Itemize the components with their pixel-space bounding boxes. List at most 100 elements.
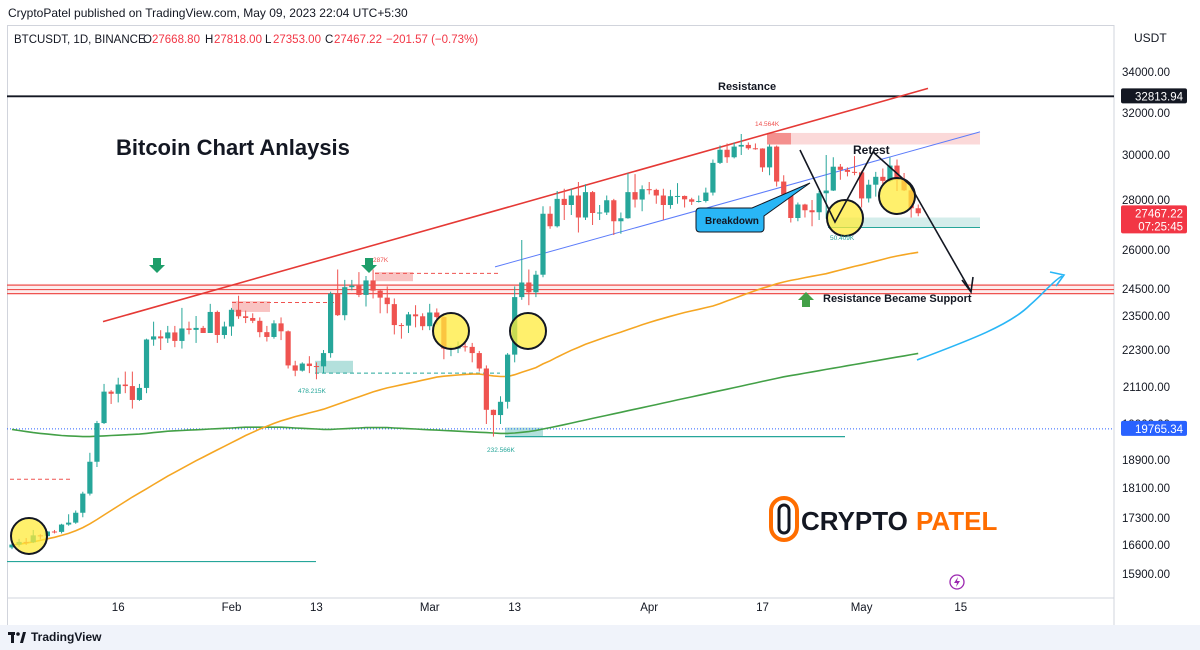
candle[interactable] — [816, 191, 822, 220]
candle[interactable] — [469, 342, 475, 363]
candle[interactable] — [264, 325, 270, 342]
candle[interactable] — [143, 338, 150, 394]
candle[interactable] — [398, 323, 404, 339]
candle[interactable] — [235, 295, 242, 319]
candle[interactable] — [604, 195, 610, 216]
candle[interactable] — [94, 420, 100, 467]
candle[interactable] — [639, 185, 645, 212]
candle[interactable] — [526, 269, 532, 306]
tradingview-brand[interactable]: TradingView — [8, 625, 101, 650]
candle[interactable] — [646, 182, 652, 195]
candle[interactable] — [809, 200, 815, 227]
candle[interactable] — [179, 307, 185, 349]
candle[interactable] — [660, 188, 666, 220]
candle[interactable] — [745, 142, 751, 150]
candle[interactable] — [859, 170, 865, 208]
candle[interactable] — [349, 279, 355, 291]
candle[interactable] — [136, 383, 143, 401]
candle[interactable] — [887, 157, 893, 182]
candle[interactable] — [427, 303, 433, 331]
candle[interactable] — [243, 310, 249, 324]
candle[interactable] — [618, 212, 624, 234]
candle[interactable] — [200, 325, 206, 333]
candle[interactable] — [476, 350, 482, 372]
candle[interactable] — [505, 353, 511, 409]
candle[interactable] — [632, 174, 638, 208]
candle[interactable] — [73, 510, 79, 524]
candle[interactable] — [561, 188, 567, 220]
candle[interactable] — [129, 371, 135, 409]
candle[interactable] — [625, 173, 631, 219]
candle[interactable] — [420, 313, 426, 331]
candle[interactable] — [667, 189, 674, 209]
price-axis[interactable] — [1114, 25, 1200, 625]
candle[interactable] — [873, 171, 879, 197]
candle[interactable] — [51, 529, 58, 534]
candle[interactable] — [717, 145, 723, 164]
candle[interactable] — [823, 155, 829, 219]
candle[interactable] — [682, 195, 688, 208]
candle[interactable] — [766, 144, 773, 176]
candle[interactable] — [774, 145, 780, 187]
candle[interactable] — [186, 321, 192, 335]
candle[interactable] — [759, 148, 766, 172]
candle[interactable] — [207, 303, 213, 333]
candle[interactable] — [384, 286, 390, 314]
candle[interactable] — [533, 270, 539, 298]
candle[interactable] — [363, 276, 369, 307]
candle[interactable] — [172, 325, 178, 348]
candle[interactable] — [674, 183, 681, 204]
candle[interactable] — [547, 206, 553, 229]
candle[interactable] — [795, 202, 801, 222]
candle[interactable] — [724, 143, 730, 163]
candle[interactable] — [568, 188, 574, 215]
candle[interactable] — [582, 184, 589, 220]
chart-frame[interactable] — [7, 25, 1200, 625]
candle[interactable] — [335, 269, 341, 317]
candle[interactable] — [285, 330, 291, 369]
candle[interactable] — [866, 179, 872, 203]
candle[interactable] — [589, 191, 596, 225]
candle[interactable] — [391, 298, 397, 335]
candle[interactable] — [752, 143, 758, 150]
candle[interactable] — [844, 167, 851, 177]
candle[interactable] — [738, 134, 744, 155]
candle[interactable] — [497, 396, 504, 424]
candle[interactable] — [278, 317, 284, 341]
candle[interactable] — [342, 279, 348, 321]
candle[interactable] — [313, 362, 320, 380]
candle[interactable] — [837, 164, 843, 180]
candle[interactable] — [221, 321, 227, 339]
candle[interactable] — [257, 317, 263, 338]
candle[interactable] — [554, 191, 560, 228]
candle[interactable] — [228, 307, 235, 336]
candle[interactable] — [87, 452, 93, 496]
price-chart[interactable]: 34000.00 32000.00 30000.00 28000.00 26000.00… — [0, 0, 1200, 625]
candle[interactable] — [151, 321, 157, 346]
candle[interactable] — [377, 289, 383, 314]
candle[interactable] — [851, 156, 858, 176]
candle[interactable] — [158, 330, 164, 350]
candle[interactable] — [830, 157, 836, 191]
candle[interactable] — [66, 514, 72, 526]
candle[interactable] — [490, 409, 497, 437]
candle[interactable] — [540, 206, 546, 278]
candle[interactable] — [653, 188, 659, 204]
candle[interactable] — [483, 365, 489, 424]
candle[interactable] — [80, 491, 86, 518]
alert-icon[interactable] — [949, 574, 965, 590]
candle[interactable] — [802, 203, 808, 218]
candle[interactable] — [214, 310, 220, 343]
candle[interactable] — [122, 371, 128, 394]
candle[interactable] — [292, 360, 298, 377]
candle[interactable] — [703, 187, 709, 203]
candle[interactable] — [108, 390, 114, 404]
candle[interactable] — [356, 272, 362, 298]
candle[interactable] — [306, 356, 312, 374]
candle[interactable] — [915, 204, 921, 217]
candle[interactable] — [880, 168, 886, 185]
candle[interactable] — [370, 269, 376, 299]
candle[interactable] — [731, 142, 737, 159]
candle[interactable] — [193, 316, 199, 343]
candle[interactable] — [519, 240, 525, 300]
